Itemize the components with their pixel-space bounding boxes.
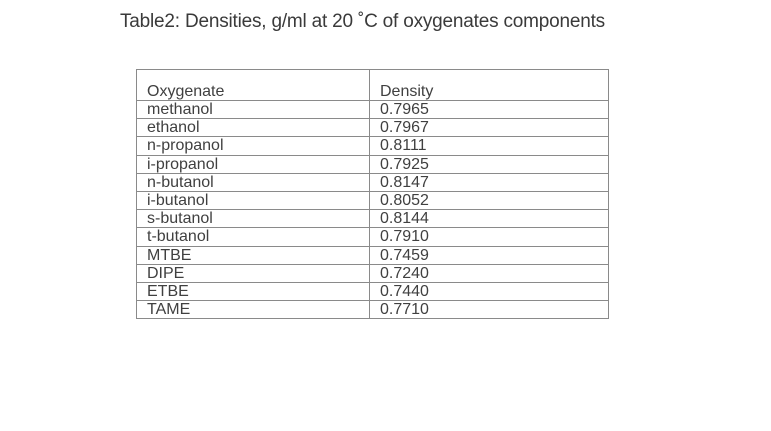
oxygenate-cell: TAME xyxy=(136,300,370,320)
oxygenate-cell: i-butanol xyxy=(136,190,370,211)
density-cell: 0.8147 xyxy=(369,172,609,192)
density-cell: 0.7965 xyxy=(369,99,609,120)
oxygenate-cell: ethanol xyxy=(136,118,370,138)
table-row: ETBE 0.7440 xyxy=(136,281,609,302)
density-table-container: Oxygenate Density methanol 0.7965 ethano… xyxy=(136,69,609,320)
density-cell: 0.8144 xyxy=(369,209,609,229)
density-cell: 0.7240 xyxy=(369,263,609,283)
oxygenate-cell: ETBE xyxy=(136,281,370,302)
oxygenate-cell: methanol xyxy=(136,99,370,120)
density-cell: 0.7710 xyxy=(369,300,609,320)
table-row: i-butanol 0.8052 xyxy=(136,190,609,211)
table-row: s-butanol 0.8144 xyxy=(136,209,609,229)
oxygenate-cell: n-butanol xyxy=(136,172,370,192)
oxygenate-cell: s-butanol xyxy=(136,209,370,229)
density-cell: 0.7967 xyxy=(369,118,609,138)
table-header-row: Oxygenate Density xyxy=(136,69,609,101)
oxygenate-cell: n-propanol xyxy=(136,136,370,156)
table-row: ethanol 0.7967 xyxy=(136,118,609,138)
table-row: TAME 0.7710 xyxy=(136,300,609,320)
oxygenate-cell: DIPE xyxy=(136,263,370,283)
density-cell: 0.7925 xyxy=(369,154,609,174)
density-cell: 0.7459 xyxy=(369,245,609,265)
density-cell: 0.8052 xyxy=(369,190,609,211)
density-cell: 0.7440 xyxy=(369,281,609,302)
table-row: n-propanol 0.8111 xyxy=(136,136,609,156)
density-table: Oxygenate Density methanol 0.7965 ethano… xyxy=(136,69,609,320)
oxygenate-cell: t-butanol xyxy=(136,227,370,247)
table-row: t-butanol 0.7910 xyxy=(136,227,609,247)
density-cell: 0.8111 xyxy=(369,136,609,156)
density-cell: 0.7910 xyxy=(369,227,609,247)
oxygenate-cell: MTBE xyxy=(136,245,370,265)
table-row: MTBE 0.7459 xyxy=(136,245,609,265)
table-caption: Table2: Densities, g/ml at 20 ˚C of oxyg… xyxy=(120,11,605,32)
column-header-density: Density xyxy=(369,69,609,101)
oxygenate-cell: i-propanol xyxy=(136,154,370,174)
column-header-oxygenate: Oxygenate xyxy=(136,69,370,101)
table-row: i-propanol 0.7925 xyxy=(136,154,609,174)
table-row: methanol 0.7965 xyxy=(136,99,609,120)
table-row: DIPE 0.7240 xyxy=(136,263,609,283)
table-row: n-butanol 0.8147 xyxy=(136,172,609,192)
